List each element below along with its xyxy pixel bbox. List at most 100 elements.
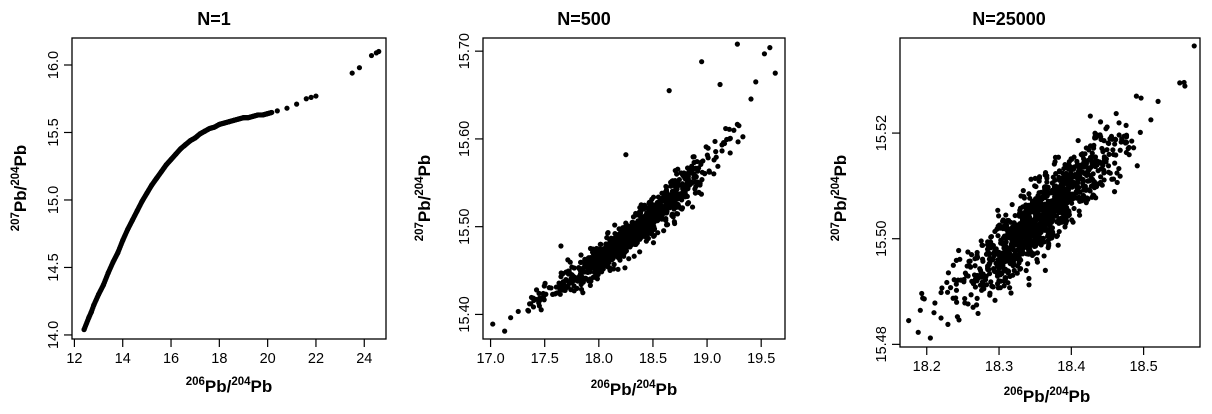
data-point — [538, 307, 544, 313]
y-tick-label: 15.40 — [457, 296, 473, 332]
data-point — [308, 94, 314, 100]
data-point — [1077, 198, 1083, 204]
data-point — [715, 163, 721, 169]
data-point — [1067, 173, 1073, 179]
data-point — [955, 277, 961, 283]
panel-n1: N=1 12 14 16 18 20 22 24 14.0 14.5 15.0 15.5 16.0 2… — [10, 9, 387, 396]
data-point — [996, 249, 1002, 255]
data-point — [684, 193, 690, 199]
data-point — [974, 254, 981, 260]
x-tick-label: 24 — [356, 351, 372, 367]
data-point — [697, 180, 703, 186]
data-point — [571, 265, 577, 271]
data-point — [1050, 211, 1056, 217]
data-point — [611, 261, 617, 268]
data-point — [699, 59, 705, 65]
data-point — [1133, 93, 1139, 99]
x-tick-label: 12 — [66, 351, 82, 367]
data-point — [1148, 117, 1154, 123]
data-point — [689, 204, 696, 210]
data-point — [921, 296, 927, 302]
data-point — [1026, 275, 1032, 282]
data-point — [597, 266, 603, 272]
data-point — [1089, 150, 1095, 156]
data-point — [591, 269, 598, 276]
data-point — [1104, 124, 1110, 130]
data-point — [982, 277, 989, 283]
data-point — [1063, 170, 1069, 177]
data-point — [1028, 219, 1034, 225]
data-point — [1039, 196, 1045, 202]
data-point — [735, 139, 741, 145]
data-point — [954, 299, 960, 305]
data-point — [1022, 227, 1028, 234]
data-point — [1013, 228, 1020, 235]
data-point — [646, 199, 652, 205]
data-points — [906, 43, 1197, 341]
data-point — [1014, 222, 1021, 228]
data-point — [575, 274, 582, 280]
data-point — [653, 216, 659, 222]
data-point — [945, 321, 951, 327]
data-point — [1005, 229, 1011, 235]
data-point — [530, 304, 537, 310]
data-point — [1068, 177, 1074, 183]
data-point — [1093, 195, 1099, 201]
data-point — [612, 251, 619, 258]
y-tick-label: 15.50 — [874, 221, 890, 257]
data-point — [693, 174, 699, 180]
data-point — [1080, 193, 1086, 200]
data-point — [953, 257, 959, 263]
data-point — [1059, 189, 1065, 196]
data-point — [962, 296, 968, 302]
data-point — [1106, 169, 1112, 175]
data-point — [951, 277, 957, 283]
data-point — [1079, 151, 1086, 157]
data-point — [1101, 138, 1107, 144]
data-point — [1122, 140, 1129, 146]
data-point — [1029, 252, 1035, 258]
data-point — [619, 247, 625, 253]
data-point — [1017, 266, 1023, 272]
data-point — [917, 307, 923, 313]
data-point — [1003, 221, 1009, 227]
y-tick-label: 15.60 — [457, 121, 473, 157]
data-point — [602, 252, 608, 259]
data-point — [1000, 235, 1007, 241]
data-point — [1082, 162, 1088, 168]
data-point — [1038, 189, 1044, 195]
data-point — [997, 285, 1004, 291]
data-points — [490, 41, 778, 334]
data-point — [1093, 134, 1099, 141]
data-point — [961, 276, 967, 283]
data-point — [938, 289, 944, 296]
data-point — [705, 145, 711, 151]
data-point — [349, 70, 355, 76]
data-point — [1066, 209, 1072, 215]
data-point — [727, 150, 733, 156]
data-point — [1042, 201, 1048, 207]
data-point — [633, 227, 639, 234]
data-point — [600, 246, 607, 252]
data-point — [606, 251, 612, 257]
data-point — [1191, 43, 1197, 49]
data-point — [1033, 212, 1039, 218]
data-point — [623, 220, 629, 226]
data-point — [966, 263, 973, 269]
data-point — [1003, 212, 1009, 218]
data-point — [1046, 241, 1052, 247]
data-point — [1023, 267, 1029, 274]
data-point — [1125, 145, 1131, 152]
data-point — [979, 256, 986, 262]
data-point — [1111, 189, 1118, 195]
data-point — [1041, 184, 1048, 190]
data-point — [578, 252, 584, 258]
data-point — [589, 249, 596, 255]
data-point — [1123, 134, 1130, 140]
data-point — [699, 169, 705, 175]
y-axis-label: 207Pb/204Pb — [10, 145, 30, 232]
y-tick-label: 15.5 — [46, 118, 62, 146]
data-point — [993, 246, 999, 252]
data-point — [557, 291, 563, 297]
data-point — [1037, 228, 1043, 234]
